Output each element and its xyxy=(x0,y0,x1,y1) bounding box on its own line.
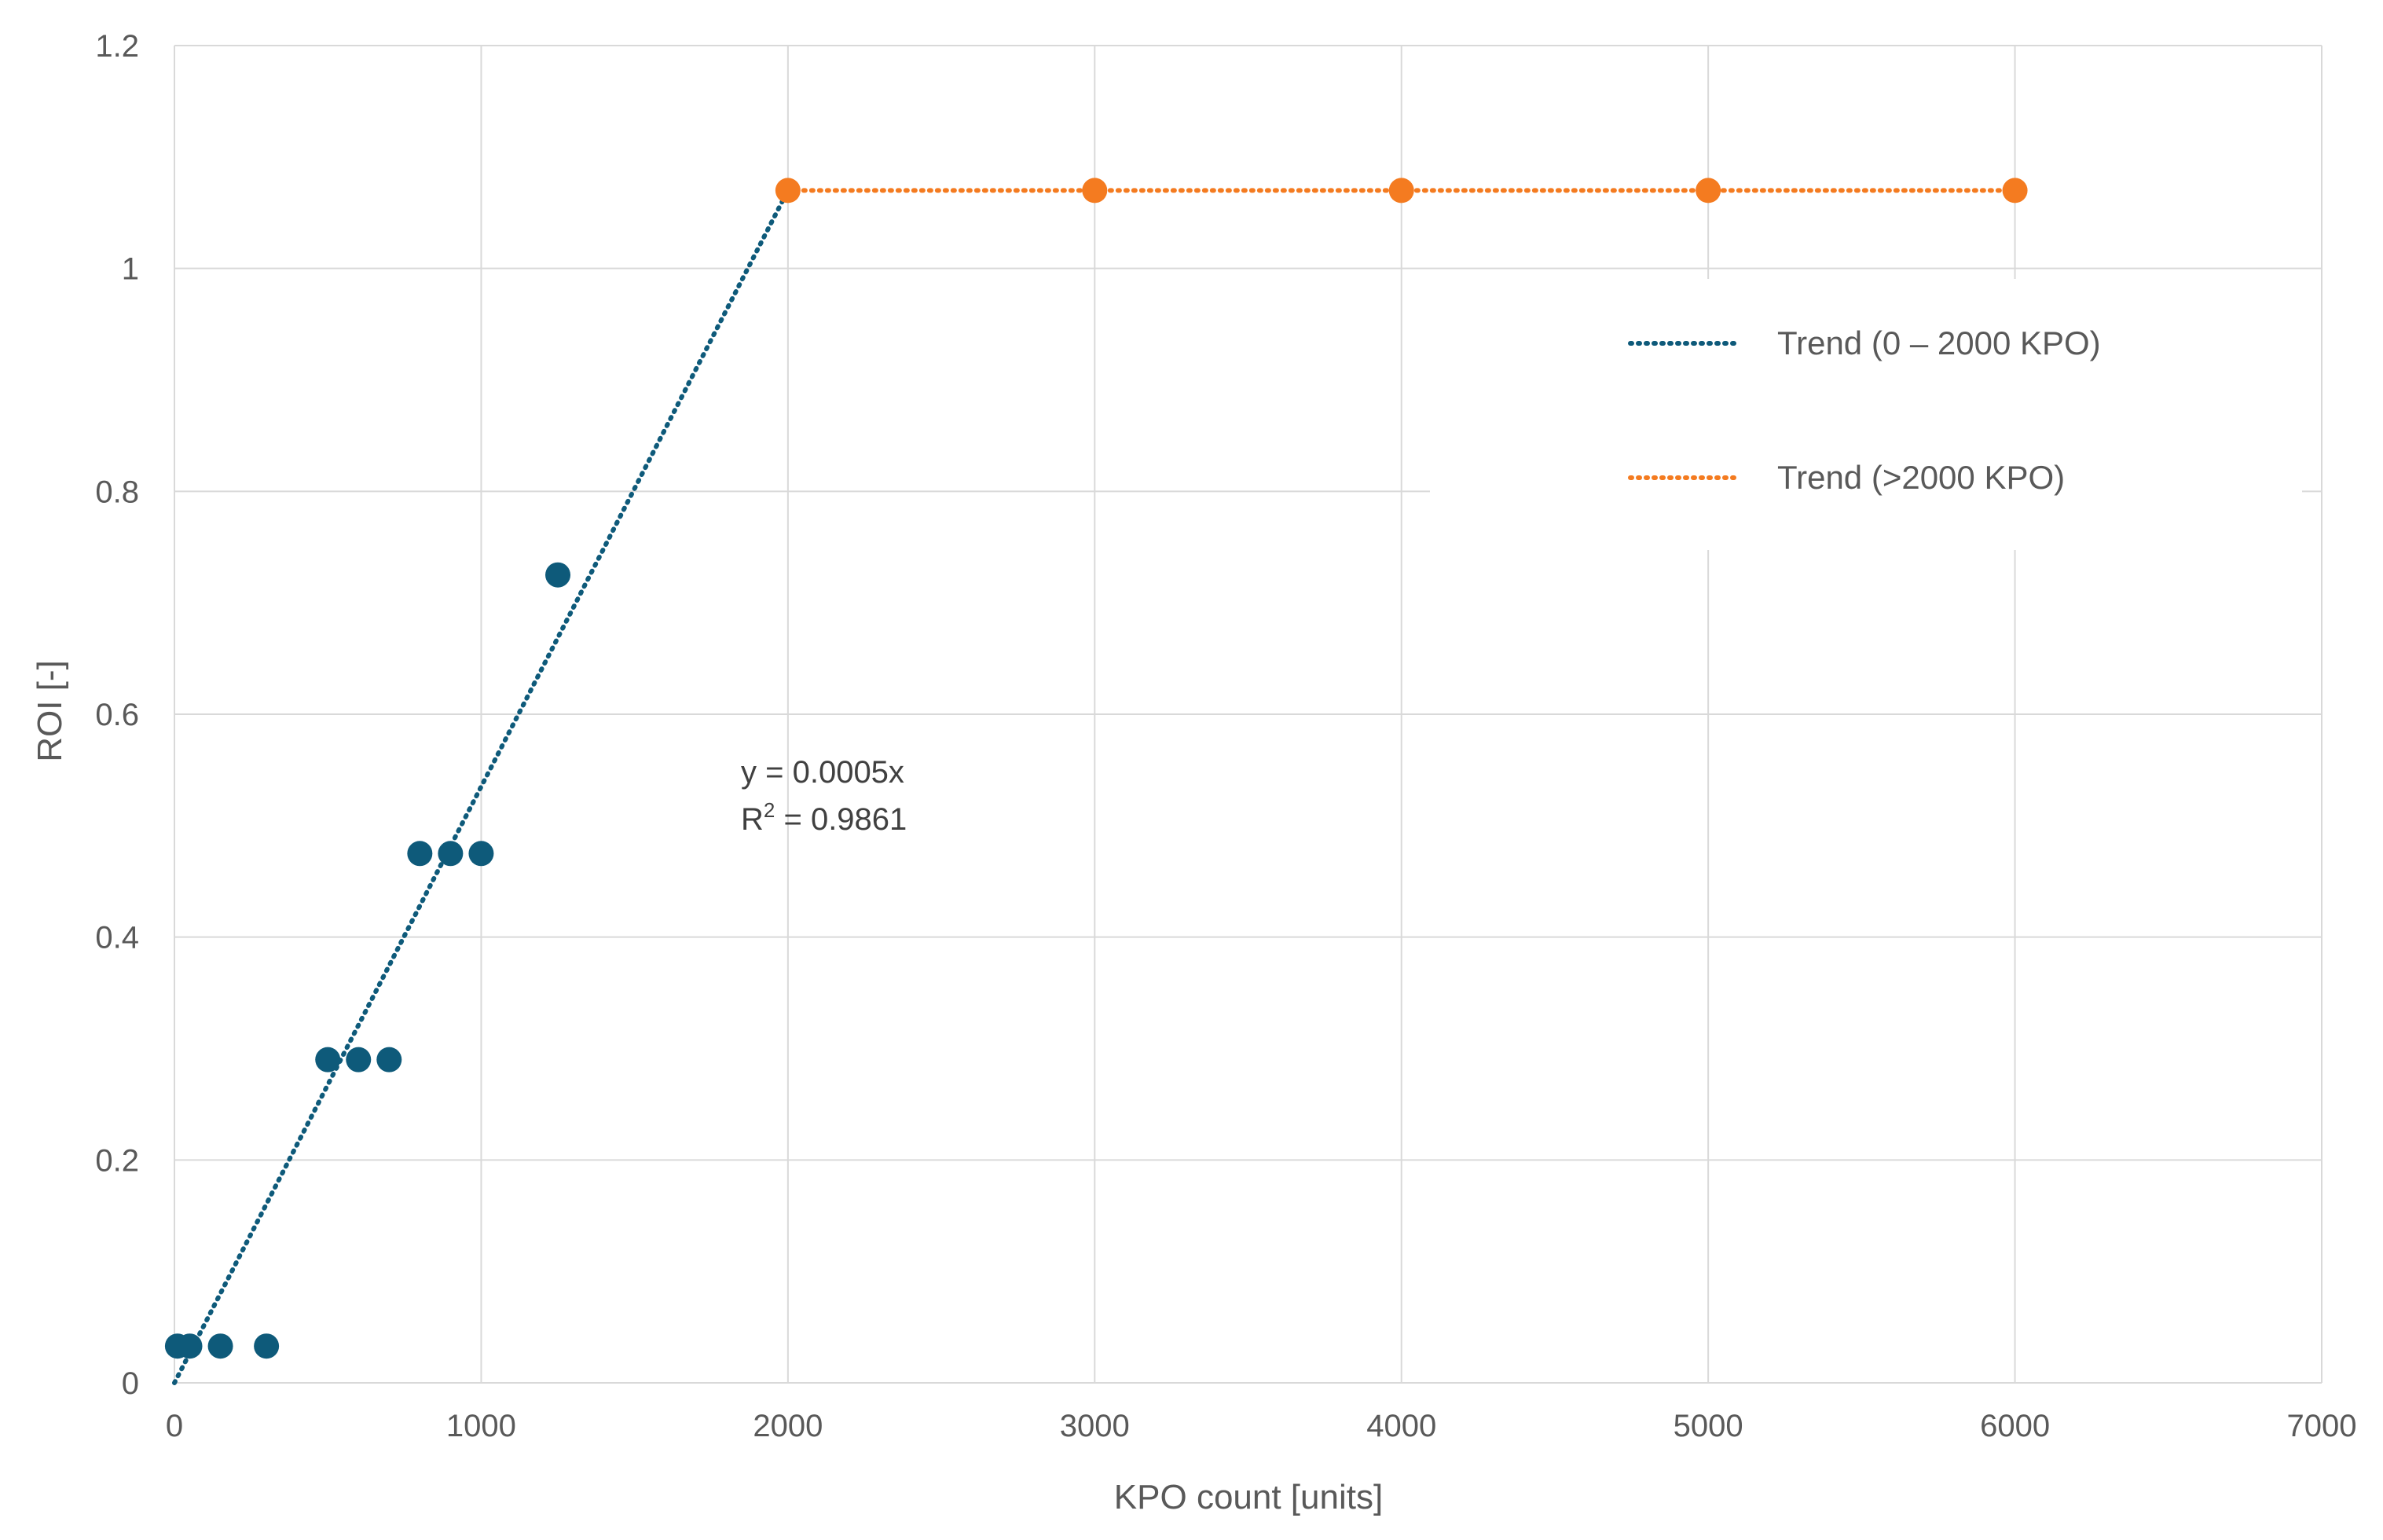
x-axis-title: KPO count [units] xyxy=(1114,1478,1383,1516)
y-tick-label: 1 xyxy=(122,252,139,287)
legend: Trend (0 – 2000 KPO) Trend (>2000 KPO) xyxy=(1430,279,2302,550)
y-tick-label: 0.8 xyxy=(95,475,139,509)
r-squared-superscript: 2 xyxy=(764,798,775,822)
y-tick-label: 1.2 xyxy=(95,29,139,64)
y-tick-label: 0.2 xyxy=(95,1143,139,1178)
data-point-orange xyxy=(2003,178,2028,203)
r-squared-value: = 0.9861 xyxy=(775,802,907,837)
data-point-blue xyxy=(315,1047,340,1072)
x-tick-label: 2000 xyxy=(753,1409,823,1443)
x-tick-label: 6000 xyxy=(1980,1409,2050,1443)
grid: 0 1000 2000 3000 4000 5000 6000 7000 0 0.2 0.4 0.6 0… xyxy=(95,29,2356,1443)
y-axis-title: ROI [-] xyxy=(31,660,69,762)
y-tick-label: 0.4 xyxy=(95,921,139,955)
y-tick-label: 0.6 xyxy=(95,698,139,732)
r-squared-prefix: R xyxy=(741,802,764,837)
x-tick-label: 3000 xyxy=(1060,1409,1130,1443)
data-point-blue xyxy=(545,563,570,588)
data-point-blue xyxy=(178,1333,203,1358)
data-point-orange xyxy=(775,178,801,203)
x-tick-label: 7000 xyxy=(2287,1409,2357,1443)
data-point-orange xyxy=(1389,178,1414,203)
legend-background xyxy=(1430,279,2302,550)
data-point-orange xyxy=(1082,178,1107,203)
data-point-blue xyxy=(346,1047,371,1072)
data-point-blue xyxy=(254,1333,279,1358)
x-tick-label: 0 xyxy=(166,1409,183,1443)
data-point-blue xyxy=(208,1333,233,1358)
equation-label: y = 0.0005x xyxy=(741,755,904,790)
x-tick-label: 5000 xyxy=(1674,1409,1743,1443)
data-point-blue xyxy=(438,841,463,866)
x-tick-label: 4000 xyxy=(1366,1409,1436,1443)
trendline-equation: y = 0.0005x R2 = 0.9861 xyxy=(741,755,907,837)
legend-label-trend-over-2000: Trend (>2000 KPO) xyxy=(1777,459,2065,496)
y-tick-label: 0 xyxy=(122,1366,139,1401)
data-point-blue xyxy=(468,841,493,866)
r-squared-label: R2 = 0.9861 xyxy=(741,798,907,837)
data-point-blue xyxy=(407,841,432,866)
legend-label-trend-0-2000: Trend (0 – 2000 KPO) xyxy=(1777,324,2101,361)
x-tick-label: 1000 xyxy=(446,1409,516,1443)
data-point-orange xyxy=(1696,178,1721,203)
data-point-blue xyxy=(376,1047,401,1072)
